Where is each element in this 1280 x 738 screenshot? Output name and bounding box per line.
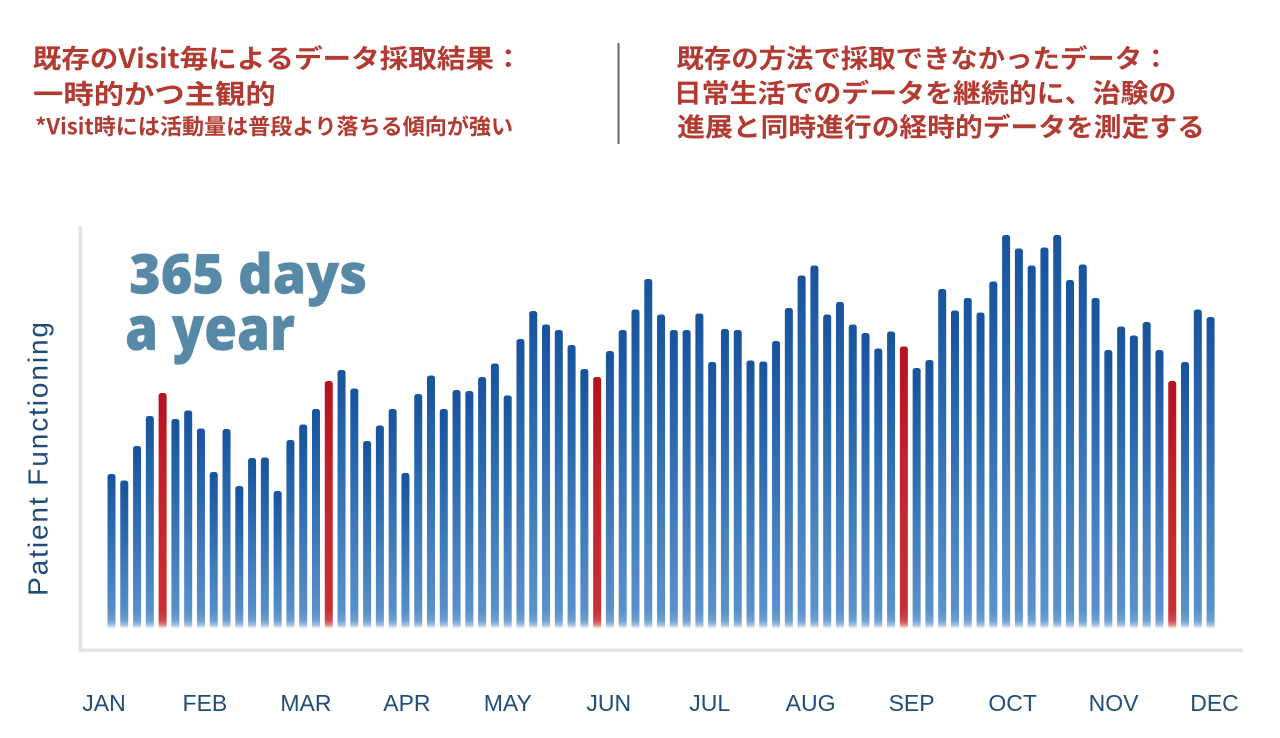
svg-text:MAR: MAR (280, 690, 331, 716)
svg-text:JUN: JUN (586, 690, 631, 716)
svg-text:MAY: MAY (484, 690, 532, 716)
svg-text:APR: APR (383, 690, 430, 716)
svg-text:NOV: NOV (1089, 690, 1140, 716)
svg-text:Patient Functioning: Patient Functioning (23, 320, 54, 596)
svg-text:JUL: JUL (689, 690, 730, 716)
svg-text:OCT: OCT (988, 690, 1037, 716)
svg-text:AUG: AUG (786, 690, 836, 716)
svg-text:SEP: SEP (889, 690, 935, 716)
svg-text:JAN: JAN (82, 690, 125, 716)
svg-text:DEC: DEC (1190, 690, 1239, 716)
svg-text:FEB: FEB (183, 690, 228, 716)
